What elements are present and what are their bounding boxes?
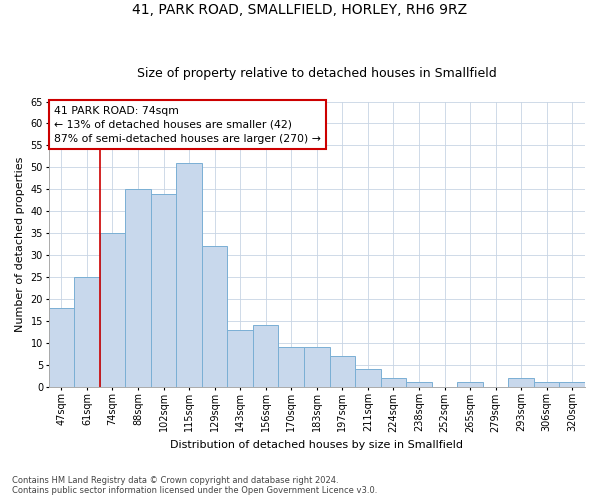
Bar: [278, 347, 304, 387]
Bar: [227, 330, 253, 386]
Bar: [534, 382, 559, 386]
Bar: [100, 233, 125, 386]
Bar: [380, 378, 406, 386]
Text: 41 PARK ROAD: 74sqm
← 13% of detached houses are smaller (42)
87% of semi-detach: 41 PARK ROAD: 74sqm ← 13% of detached ho…: [54, 106, 321, 144]
Bar: [355, 369, 380, 386]
Bar: [457, 382, 483, 386]
Bar: [253, 325, 278, 386]
Bar: [559, 382, 585, 386]
Bar: [202, 246, 227, 386]
Text: Contains HM Land Registry data © Crown copyright and database right 2024.
Contai: Contains HM Land Registry data © Crown c…: [12, 476, 377, 495]
Bar: [406, 382, 432, 386]
Bar: [304, 347, 329, 387]
Bar: [329, 356, 355, 386]
Bar: [151, 194, 176, 386]
Y-axis label: Number of detached properties: Number of detached properties: [15, 156, 25, 332]
Title: Size of property relative to detached houses in Smallfield: Size of property relative to detached ho…: [137, 66, 497, 80]
Bar: [74, 277, 100, 386]
Bar: [125, 189, 151, 386]
Bar: [508, 378, 534, 386]
Text: 41, PARK ROAD, SMALLFIELD, HORLEY, RH6 9RZ: 41, PARK ROAD, SMALLFIELD, HORLEY, RH6 9…: [133, 2, 467, 16]
X-axis label: Distribution of detached houses by size in Smallfield: Distribution of detached houses by size …: [170, 440, 463, 450]
Bar: [49, 308, 74, 386]
Bar: [176, 163, 202, 386]
